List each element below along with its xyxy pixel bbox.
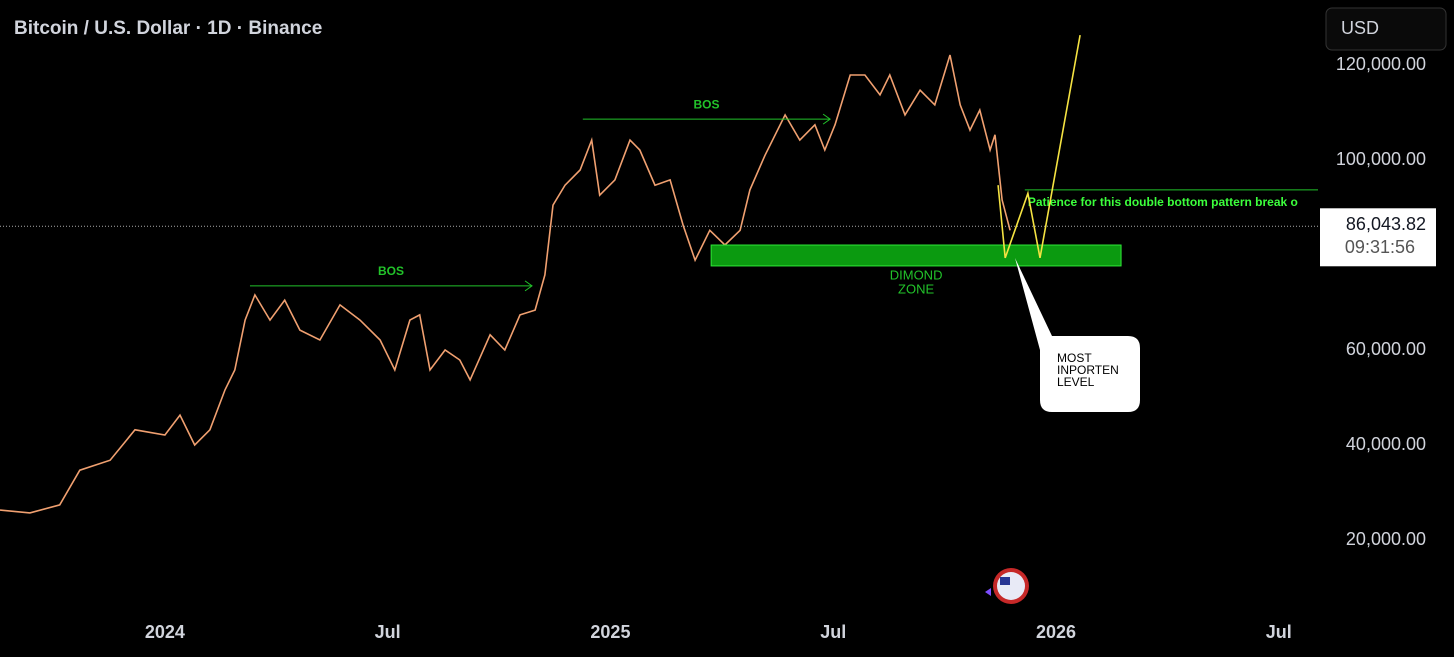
zone-label: ZONE (898, 281, 934, 296)
currency-button[interactable] (1325, 7, 1447, 51)
last-price-label: 86,043.82 (1346, 214, 1426, 234)
y-tick-label: 60,000.00 (1346, 339, 1426, 359)
x-tick-label: Jul (1266, 622, 1292, 642)
event-icon[interactable] (985, 568, 1029, 604)
price-line (0, 54, 1011, 514)
callout-text: LEVEL (1057, 375, 1095, 389)
zone-label: DIMOND (890, 267, 943, 282)
last-price-box (1320, 208, 1436, 267)
chart-title: Bitcoin / U.S. Dollar · 1D · Binance (14, 18, 322, 39)
callout-text: INPORTEN (1057, 363, 1119, 377)
callout-box (1015, 258, 1140, 412)
callout-text: MOST (1057, 351, 1092, 365)
countdown: 09:31:56 (1345, 237, 1415, 257)
projection-line (997, 34, 1081, 259)
event-pointer[interactable] (985, 588, 991, 596)
bos-label: BOS (378, 264, 404, 278)
event-flag[interactable] (997, 572, 1025, 600)
x-tick-label: Jul (820, 622, 846, 642)
y-tick-label: 20,000.00 (1346, 529, 1426, 549)
x-tick-label: 2025 (590, 622, 630, 642)
y-tick-label: 100,000.00 (1336, 149, 1426, 169)
y-tick-label: 120,000.00 (1336, 54, 1426, 74)
bos-arrow (524, 280, 533, 292)
currency-label[interactable]: USD (1341, 18, 1379, 38)
bos-arrow (822, 113, 831, 125)
x-tick-label: 2026 (1036, 622, 1076, 642)
breakout-label: Patience for this double bottom pattern … (1028, 195, 1298, 209)
diamond-zone (710, 244, 1122, 267)
x-tick-label: 2024 (145, 622, 185, 642)
y-tick-label: 40,000.00 (1346, 434, 1426, 454)
x-tick-label: Jul (375, 622, 401, 642)
plot: 20,000.00 40,000.00 60,000.00 100,000.00 120… (0, 34, 1426, 642)
bos-label: BOS (693, 97, 719, 111)
event-flag-canton[interactable] (1000, 577, 1010, 585)
